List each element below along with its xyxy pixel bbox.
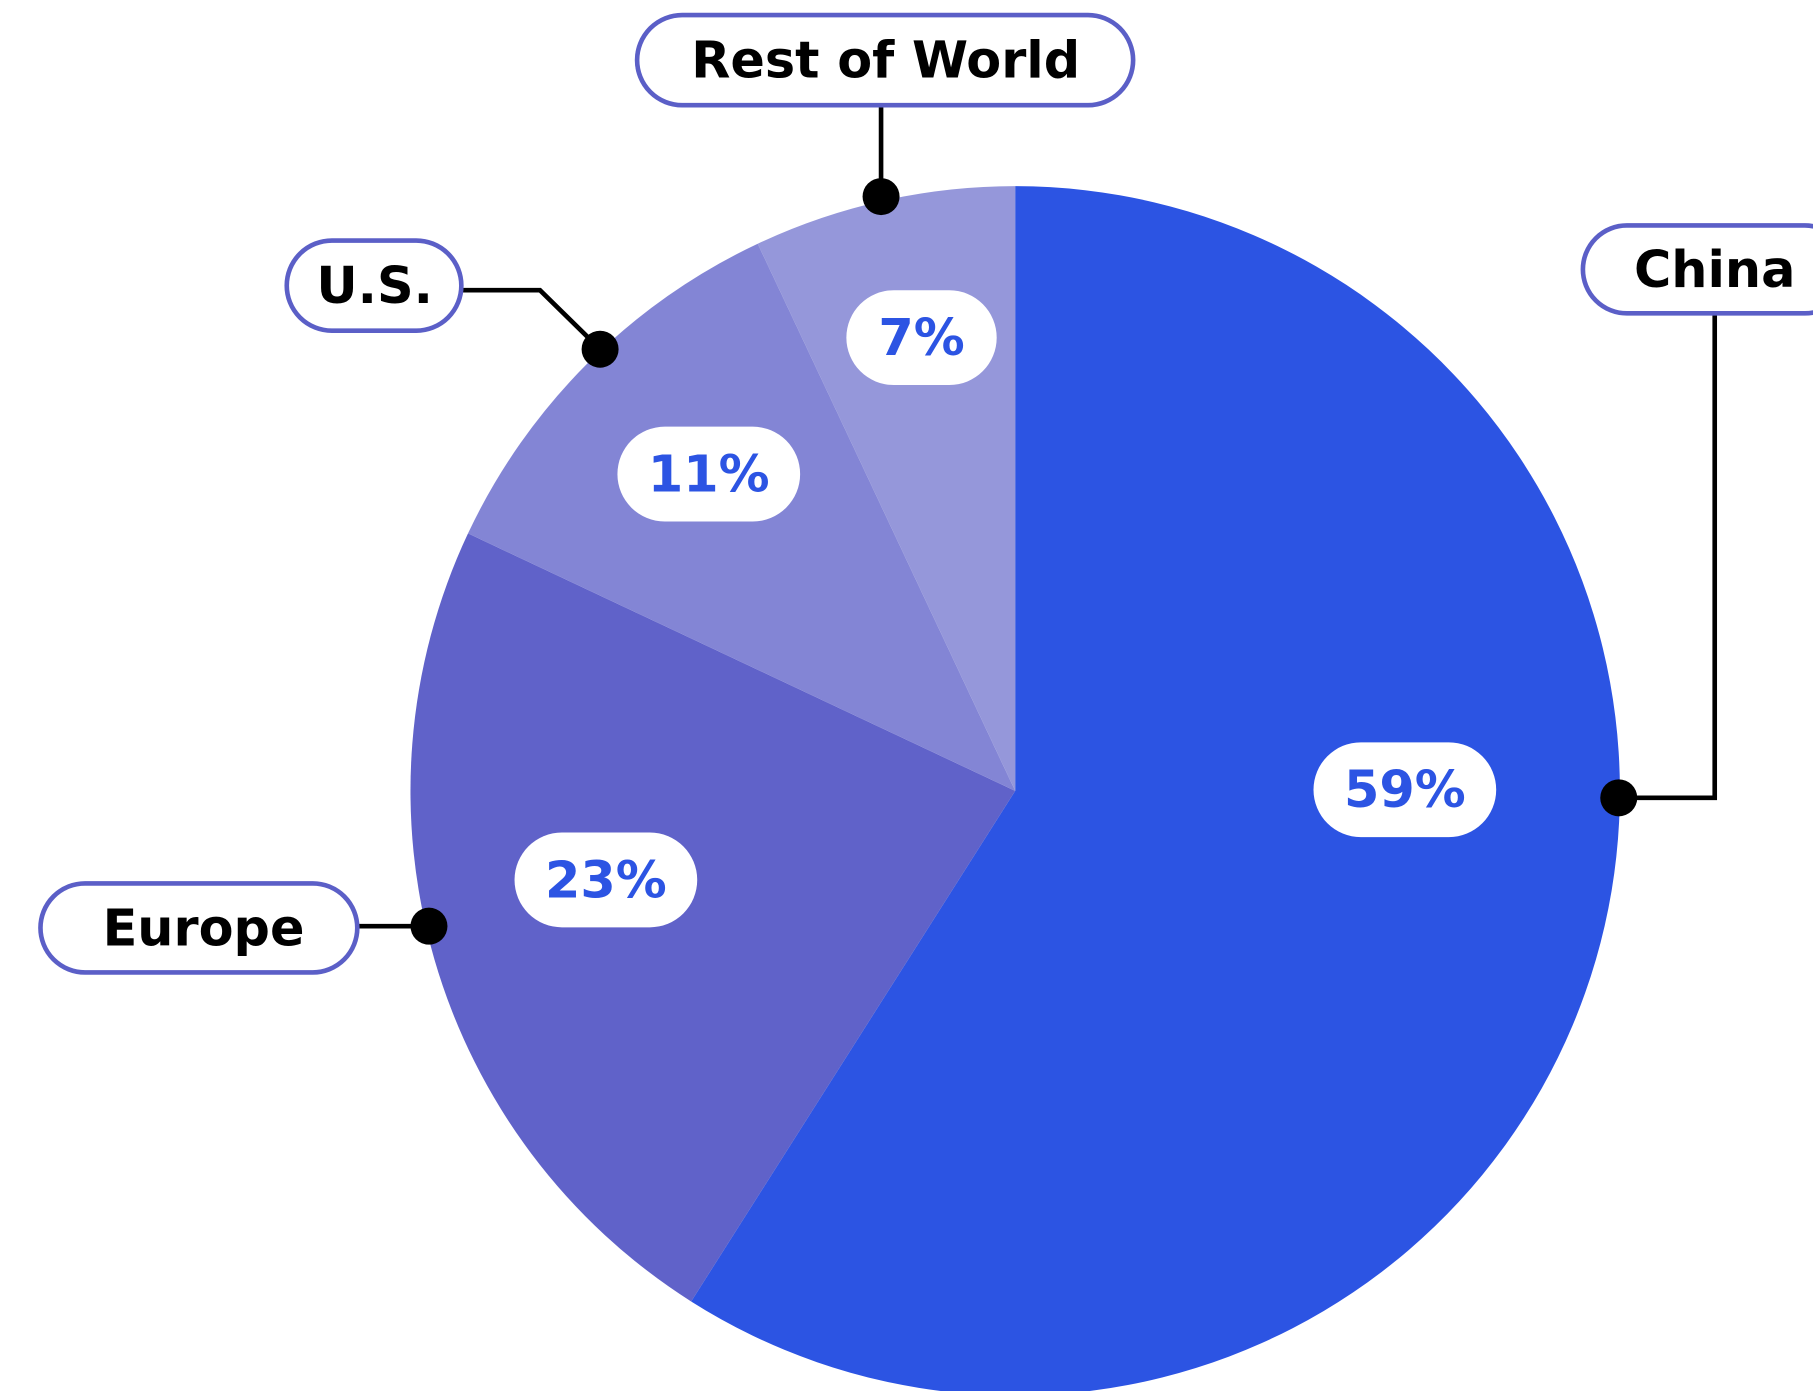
leader-dot: [1600, 779, 1638, 817]
label-pill: [284, 238, 464, 334]
callout: Rest of World: [634, 12, 1136, 216]
value-label: 59%: [1344, 760, 1466, 819]
callout: U.S.: [284, 238, 619, 368]
category-label: U.S.: [316, 256, 433, 315]
label-pill: [634, 12, 1136, 108]
value-label: 11%: [648, 445, 770, 504]
leader-dot: [862, 178, 900, 216]
value-label: 7%: [878, 308, 964, 367]
category-label: Rest of World: [691, 31, 1080, 90]
leader-dot: [581, 330, 619, 368]
pie-slice: [691, 186, 1620, 1391]
leader-dot: [410, 907, 448, 945]
leader-line: [461, 287, 602, 351]
value-pill: [1313, 742, 1497, 838]
value-pill: [846, 290, 997, 386]
callout: Europe: [38, 881, 448, 975]
value-pill: [514, 832, 698, 928]
leader-line: [1618, 313, 1718, 801]
pie-slice: [410, 533, 1016, 1302]
callout: China: [1580, 223, 1813, 817]
label-pill: [38, 881, 360, 975]
label-pill: [1580, 223, 1813, 316]
value-pill: [617, 426, 801, 522]
value-label: 23%: [545, 850, 667, 909]
category-label: Europe: [103, 898, 305, 957]
category-label: China: [1634, 240, 1795, 299]
